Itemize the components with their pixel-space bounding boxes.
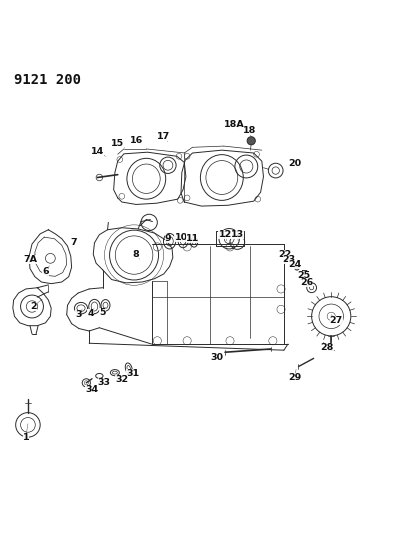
Text: 15: 15	[111, 139, 124, 148]
Text: 8: 8	[133, 250, 139, 259]
Text: 31: 31	[126, 369, 139, 378]
Text: 18: 18	[243, 126, 256, 135]
Text: 16: 16	[130, 136, 143, 146]
Text: 20: 20	[289, 159, 302, 168]
Circle shape	[289, 261, 295, 266]
Text: 1: 1	[23, 433, 29, 442]
Text: 30: 30	[210, 353, 224, 361]
Text: 13: 13	[231, 230, 244, 239]
Text: 7A: 7A	[23, 255, 37, 264]
Text: 5: 5	[99, 308, 106, 317]
Text: 34: 34	[85, 385, 99, 394]
Text: 12: 12	[219, 230, 232, 239]
Circle shape	[295, 265, 299, 270]
Text: 14: 14	[91, 147, 104, 156]
Text: 9: 9	[165, 234, 171, 243]
Text: 2: 2	[30, 302, 37, 311]
Text: 23: 23	[283, 255, 296, 264]
Text: 32: 32	[115, 375, 128, 384]
Text: 29: 29	[288, 373, 301, 382]
Text: 9121 200: 9121 200	[14, 72, 81, 86]
Text: 28: 28	[321, 343, 334, 352]
Text: 27: 27	[330, 316, 343, 325]
Circle shape	[284, 255, 291, 262]
Text: 17: 17	[157, 132, 171, 141]
Text: 6: 6	[42, 267, 49, 276]
Text: 7: 7	[71, 238, 77, 246]
Text: 4: 4	[87, 309, 94, 318]
Circle shape	[247, 136, 255, 145]
Text: 10: 10	[174, 232, 187, 241]
Text: 18A: 18A	[224, 120, 245, 129]
Text: 3: 3	[75, 310, 81, 319]
Text: 24: 24	[288, 260, 301, 269]
Text: 22: 22	[279, 250, 292, 259]
Text: 26: 26	[300, 278, 313, 287]
Text: 33: 33	[98, 378, 111, 387]
Text: 25: 25	[298, 271, 311, 280]
Text: 11: 11	[186, 234, 199, 243]
